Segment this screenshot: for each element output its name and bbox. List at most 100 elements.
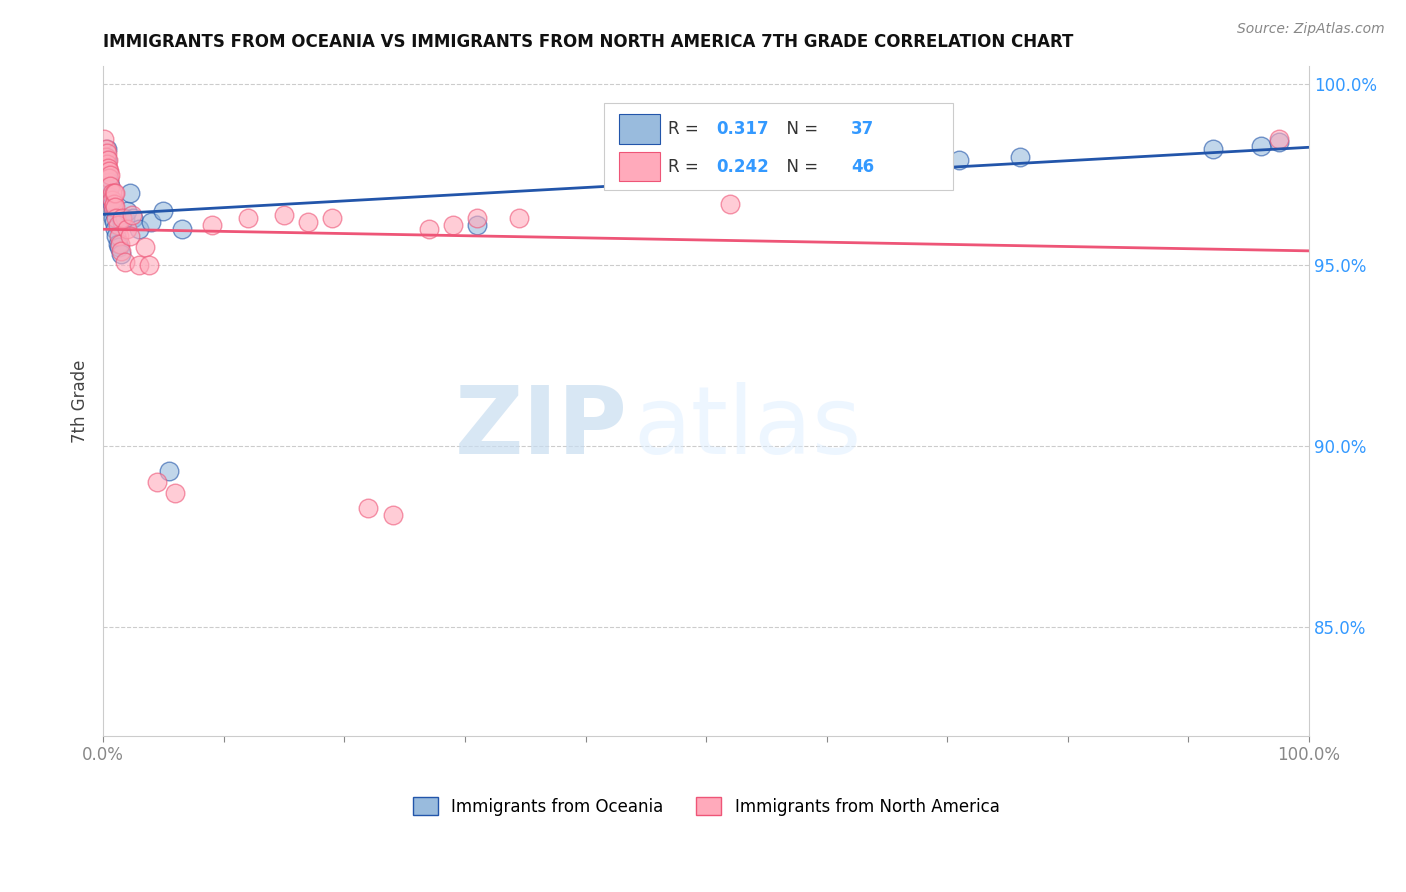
Point xyxy=(104,200,127,214)
Legend: Immigrants from Oceania, Immigrants from North America: Immigrants from Oceania, Immigrants from… xyxy=(406,790,1007,822)
Point xyxy=(122,211,145,226)
Point xyxy=(170,222,193,236)
Point xyxy=(134,240,156,254)
Point xyxy=(138,258,160,272)
Point xyxy=(110,247,132,261)
Point xyxy=(94,150,117,164)
Point xyxy=(103,215,125,229)
Point xyxy=(321,211,343,226)
Point xyxy=(97,171,120,186)
Point xyxy=(94,143,117,157)
Point xyxy=(96,143,118,157)
Point xyxy=(93,168,115,182)
Point xyxy=(236,211,259,226)
Point xyxy=(128,258,150,272)
Point xyxy=(1268,135,1291,149)
Point xyxy=(118,229,141,244)
Point xyxy=(165,486,187,500)
Text: atlas: atlas xyxy=(634,382,862,474)
Point xyxy=(100,196,122,211)
Point xyxy=(121,208,143,222)
Point xyxy=(111,211,134,226)
Point xyxy=(101,211,124,226)
Point xyxy=(101,204,124,219)
Point xyxy=(111,215,134,229)
Point xyxy=(441,219,464,233)
Point xyxy=(96,146,118,161)
Point xyxy=(98,175,121,189)
Point xyxy=(98,171,121,186)
Point xyxy=(114,211,136,226)
Point xyxy=(103,186,125,200)
Point xyxy=(273,208,295,222)
Text: N =: N = xyxy=(776,158,824,176)
Point xyxy=(1268,131,1291,145)
Text: 46: 46 xyxy=(851,158,875,176)
Point xyxy=(105,211,128,226)
Text: IMMIGRANTS FROM OCEANIA VS IMMIGRANTS FROM NORTH AMERICA 7TH GRADE CORRELATION C: IMMIGRANTS FROM OCEANIA VS IMMIGRANTS FR… xyxy=(103,33,1074,51)
Text: R =: R = xyxy=(668,158,703,176)
Point xyxy=(104,186,127,200)
Point xyxy=(152,204,174,219)
Point xyxy=(98,164,121,178)
Point xyxy=(381,508,404,522)
Point xyxy=(107,229,129,244)
Text: N =: N = xyxy=(776,120,824,138)
Point xyxy=(357,500,380,515)
Point xyxy=(117,204,139,219)
Point xyxy=(110,244,132,258)
Point xyxy=(1201,143,1223,157)
Point xyxy=(100,193,122,207)
Point xyxy=(105,229,128,244)
Point xyxy=(718,196,741,211)
Point xyxy=(94,150,117,164)
Point xyxy=(159,465,181,479)
Point xyxy=(104,222,127,236)
FancyBboxPatch shape xyxy=(619,114,661,144)
Point xyxy=(98,178,121,193)
Point xyxy=(465,211,488,226)
Point xyxy=(108,236,131,251)
Text: 0.317: 0.317 xyxy=(716,120,768,138)
Point xyxy=(107,236,129,251)
Point xyxy=(97,164,120,178)
Point xyxy=(94,157,117,171)
Point xyxy=(93,131,115,145)
Y-axis label: 7th Grade: 7th Grade xyxy=(72,359,89,442)
Point xyxy=(107,219,129,233)
Text: 37: 37 xyxy=(851,120,875,138)
Point xyxy=(98,182,121,196)
Point xyxy=(96,157,118,171)
Point xyxy=(900,157,922,171)
Point xyxy=(97,153,120,168)
Point xyxy=(118,186,141,200)
FancyBboxPatch shape xyxy=(603,103,953,190)
Point xyxy=(1250,139,1272,153)
Point xyxy=(114,254,136,268)
Point xyxy=(141,215,163,229)
Point xyxy=(101,200,124,214)
Text: Source: ZipAtlas.com: Source: ZipAtlas.com xyxy=(1237,22,1385,37)
Text: R =: R = xyxy=(668,120,703,138)
Point xyxy=(128,222,150,236)
Point xyxy=(508,211,530,226)
Point xyxy=(103,196,125,211)
Point xyxy=(201,219,224,233)
Point xyxy=(96,153,118,168)
Text: ZIP: ZIP xyxy=(456,382,627,474)
Point xyxy=(98,189,121,203)
Point xyxy=(98,178,121,193)
Point xyxy=(418,222,440,236)
Text: 0.242: 0.242 xyxy=(716,158,769,176)
Point xyxy=(100,186,122,200)
Point xyxy=(465,219,488,233)
Point xyxy=(117,222,139,236)
Point xyxy=(146,475,169,490)
Point xyxy=(1008,150,1031,164)
FancyBboxPatch shape xyxy=(619,152,661,181)
Point xyxy=(98,168,121,182)
Point xyxy=(107,240,129,254)
Point xyxy=(97,161,120,175)
Point xyxy=(297,215,319,229)
Point xyxy=(948,153,970,168)
